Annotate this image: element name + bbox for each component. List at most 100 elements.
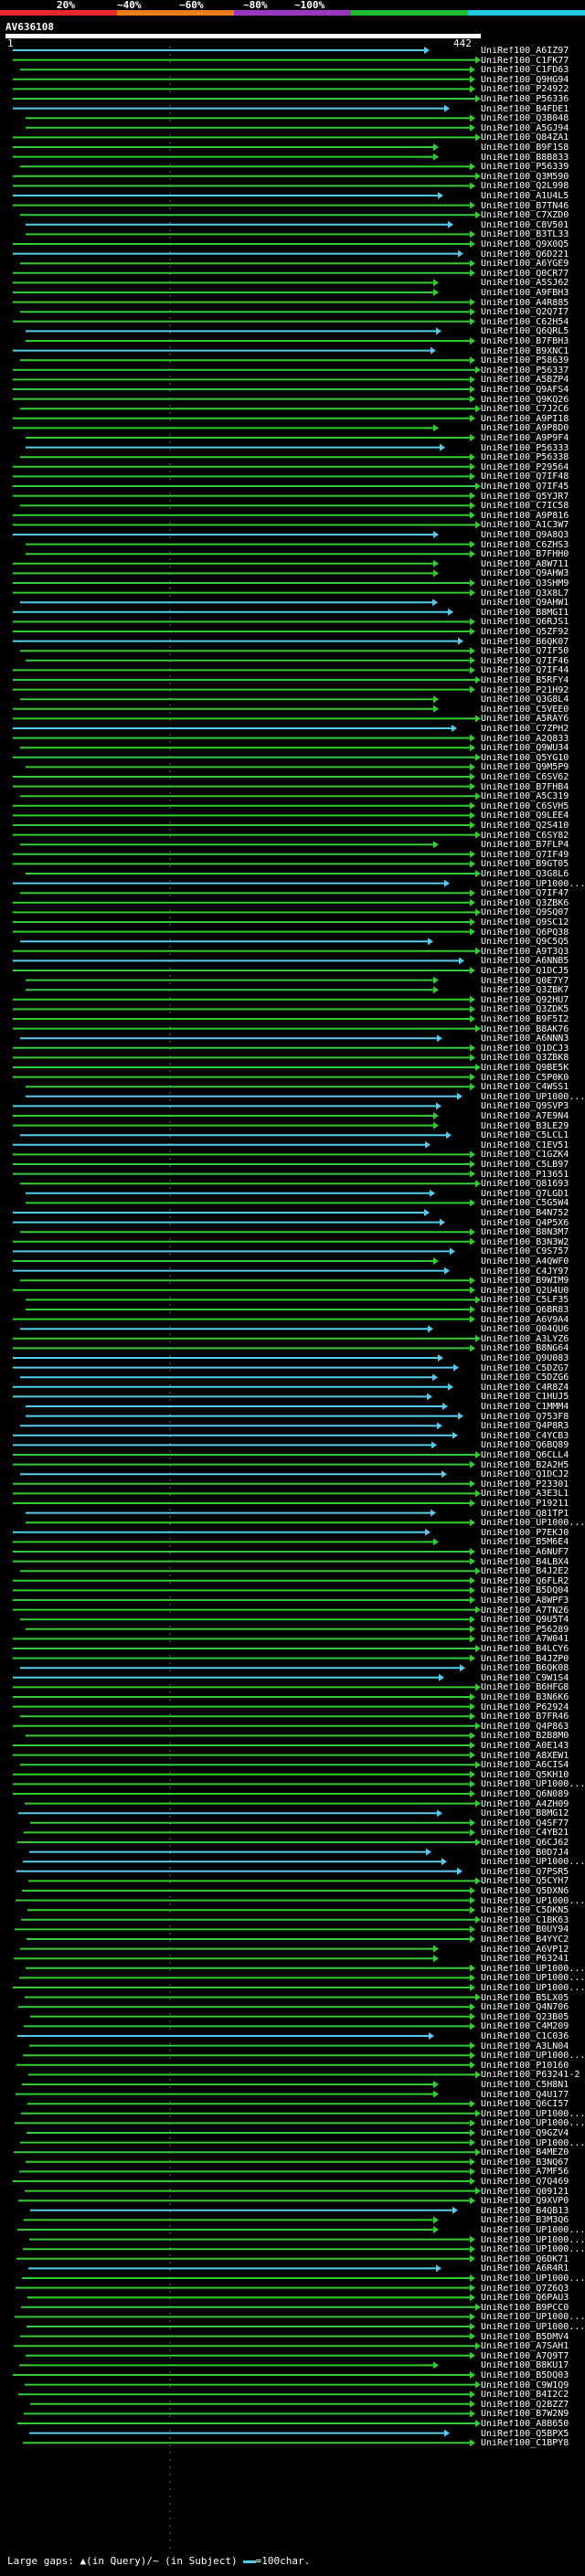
- hit-label[interactable]: UniRef100_B8MGI1: [481, 608, 569, 618]
- hit-label[interactable]: UniRef100_Q2BZZ7: [481, 2400, 569, 2410]
- hit-label[interactable]: UniRef100_C4JY97: [481, 1267, 569, 1277]
- hit-label[interactable]: UniRef100_Q7IF45: [481, 482, 569, 492]
- hit-label[interactable]: UniRef100_Q5YJR7: [481, 492, 569, 502]
- hit-label[interactable]: UniRef100_A6NNN3: [481, 1034, 569, 1044]
- hit-label[interactable]: UniRef100_P58639: [481, 356, 569, 366]
- hit-label[interactable]: UniRef100_Q6QRL5: [481, 327, 569, 337]
- hit-label[interactable]: UniRef100_P23301: [481, 1479, 569, 1489]
- hit-label[interactable]: UniRef100_A9P816: [481, 511, 569, 521]
- hit-label[interactable]: UniRef100_A7TN26: [481, 1606, 569, 1616]
- hit-label[interactable]: UniRef100_A6VP12: [481, 1945, 569, 1955]
- hit-label[interactable]: UniRef100_B9F1S8: [481, 143, 569, 153]
- hit-label[interactable]: UniRef100_C5VEE0: [481, 705, 569, 715]
- hit-label[interactable]: UniRef100_B6QK08: [481, 1664, 569, 1674]
- hit-label[interactable]: UniRef100_Q7IF44: [481, 666, 569, 676]
- hit-label[interactable]: UniRef100_B4FDE1: [481, 104, 569, 114]
- hit-label[interactable]: UniRef100_A4ZH09: [481, 1799, 569, 1809]
- hit-label[interactable]: UniRef100_B7FR46: [481, 1712, 569, 1723]
- hit-label[interactable]: UniRef100_Q9SC12: [481, 918, 569, 928]
- hit-label[interactable]: UniRef100_C5P0K0: [481, 1073, 569, 1083]
- hit-label[interactable]: UniRef100_P56333: [481, 443, 569, 453]
- hit-label[interactable]: UniRef100_P56336: [481, 95, 569, 104]
- hit-label[interactable]: UniRef100_Q0E7Y7: [481, 976, 569, 986]
- hit-label[interactable]: UniRef100_B8B833: [481, 153, 569, 163]
- hit-label[interactable]: UniRef100_C9S757: [481, 1247, 569, 1257]
- hit-label[interactable]: UniRef100_B4JZP0: [481, 1654, 569, 1664]
- hit-label[interactable]: UniRef100_A4R885: [481, 298, 569, 308]
- hit-label[interactable]: UniRef100_P10160: [481, 2061, 569, 2071]
- hit-label[interactable]: UniRef100_P21H92: [481, 685, 569, 695]
- hit-label[interactable]: UniRef100_Q5YG10: [481, 753, 569, 763]
- hit-label[interactable]: UniRef100_A5RAY6: [481, 715, 569, 725]
- hit-label[interactable]: UniRef100_A1C3W7: [481, 521, 569, 531]
- hit-label[interactable]: UniRef100_Q7IF46: [481, 656, 569, 666]
- hit-label[interactable]: UniRef100_Q9KQ26: [481, 395, 569, 405]
- hit-label[interactable]: UniRef100_B4I2C2: [481, 2390, 569, 2401]
- hit-label[interactable]: UniRef100_B3NQ67: [481, 2157, 569, 2168]
- hit-label[interactable]: UniRef100_UP1000...: [481, 2138, 583, 2148]
- hit-label[interactable]: UniRef100_A3E3L1: [481, 1489, 569, 1500]
- hit-label[interactable]: UniRef100_A9T3Q3: [481, 947, 569, 957]
- hit-label[interactable]: UniRef100_Q5KH10: [481, 1770, 569, 1780]
- hit-label[interactable]: UniRef100_Q9A8Q3: [481, 531, 569, 540]
- hit-label[interactable]: UniRef100_Q9SQ07: [481, 908, 569, 918]
- hit-label[interactable]: UniRef100_Q0CR77: [481, 269, 569, 279]
- hit-label[interactable]: UniRef100_B5LX05: [481, 1993, 569, 2003]
- hit-label[interactable]: UniRef100_Q3B048: [481, 114, 569, 124]
- hit-label[interactable]: UniRef100_P63241-2: [481, 2071, 580, 2081]
- hit-label[interactable]: UniRef100_B3N3W2: [481, 1237, 569, 1247]
- hit-label[interactable]: UniRef100_P63241: [481, 1955, 569, 1965]
- hit-label[interactable]: UniRef100_B9PCC0: [481, 2303, 569, 2313]
- hit-label[interactable]: UniRef100_A7Q9T7: [481, 2351, 569, 2361]
- hit-label[interactable]: UniRef100_Q6D221: [481, 249, 569, 260]
- hit-label[interactable]: UniRef100_C5LCL1: [481, 1131, 569, 1141]
- hit-label[interactable]: UniRef100_Q81TP1: [481, 1509, 569, 1519]
- hit-label[interactable]: UniRef100_UP1000...: [481, 2274, 583, 2284]
- hit-label[interactable]: UniRef100_Q3G8L6: [481, 870, 569, 879]
- hit-label[interactable]: UniRef100_UP1000...: [481, 1896, 583, 1906]
- hit-label[interactable]: UniRef100_A6V9A4: [481, 1315, 569, 1325]
- hit-label[interactable]: UniRef100_B8N3M7: [481, 1228, 569, 1238]
- hit-label[interactable]: UniRef100_Q9HG94: [481, 75, 569, 85]
- hit-label[interactable]: UniRef100_A9P8D0: [481, 424, 569, 434]
- hit-label[interactable]: UniRef100_A6YGE9: [481, 260, 569, 270]
- hit-label[interactable]: UniRef100_P56337: [481, 366, 569, 376]
- hit-label[interactable]: UniRef100_Q1DCJ3: [481, 1044, 569, 1054]
- hit-label[interactable]: UniRef100_C1HUJ5: [481, 1393, 569, 1403]
- hit-label[interactable]: UniRef100_Q7LGD1: [481, 1189, 569, 1199]
- hit-label[interactable]: UniRef100_Q9BE5K: [481, 1064, 569, 1073]
- hit-label[interactable]: UniRef100_P29564: [481, 462, 569, 472]
- hit-label[interactable]: UniRef100_Q09121: [481, 2187, 569, 2197]
- hit-label[interactable]: UniRef100_Q7PSR5: [481, 1867, 569, 1877]
- hit-label[interactable]: UniRef100_C9W1S4: [481, 1673, 569, 1683]
- hit-label[interactable]: UniRef100_Q2Q7I7: [481, 308, 569, 318]
- hit-label[interactable]: UniRef100_Q04QU6: [481, 1325, 569, 1335]
- hit-label[interactable]: UniRef100_Q3G8L4: [481, 695, 569, 705]
- hit-label[interactable]: UniRef100_A8W711: [481, 559, 569, 569]
- hit-label[interactable]: UniRef100_UP1000...: [481, 2109, 583, 2119]
- hit-label[interactable]: UniRef100_C4R8Z4: [481, 1383, 569, 1393]
- hit-label[interactable]: UniRef100_Q7IF47: [481, 889, 569, 899]
- hit-label[interactable]: UniRef100_C7XZD0: [481, 211, 569, 221]
- hit-label[interactable]: UniRef100_B4MEZ0: [481, 2148, 569, 2158]
- hit-label[interactable]: UniRef100_Q6DK71: [481, 2254, 569, 2264]
- hit-label[interactable]: UniRef100_UP1000...: [481, 1092, 583, 1102]
- hit-label[interactable]: UniRef100_C1FK77: [481, 56, 569, 66]
- hit-label[interactable]: UniRef100_P56338: [481, 453, 569, 463]
- hit-label[interactable]: UniRef100_B7FHH0: [481, 550, 569, 560]
- hit-label[interactable]: UniRef100_A6R4R1: [481, 2264, 569, 2274]
- hit-label[interactable]: UniRef100_Q4SF77: [481, 1818, 569, 1829]
- hit-label[interactable]: UniRef100_Q5ZF92: [481, 628, 569, 637]
- hit-label[interactable]: UniRef100_B9WIM9: [481, 1277, 569, 1287]
- hit-label[interactable]: UniRef100_UP1000...: [481, 2323, 583, 2332]
- hit-label[interactable]: UniRef100_B9F5I2: [481, 1015, 569, 1024]
- hit-label[interactable]: UniRef100_B5M6E4: [481, 1538, 569, 1548]
- hit-label[interactable]: UniRef100_C1FD63: [481, 66, 569, 76]
- hit-label[interactable]: UniRef100_A5BZP4: [481, 376, 569, 386]
- hit-label[interactable]: UniRef100_C1C036: [481, 2032, 569, 2041]
- hit-label[interactable]: UniRef100_C9W1Q9: [481, 2380, 569, 2390]
- hit-label[interactable]: UniRef100_Q9M5P9: [481, 763, 569, 773]
- hit-label[interactable]: UniRef100_Q4P8R3: [481, 1422, 569, 1432]
- hit-label[interactable]: UniRef100_B7TN46: [481, 201, 569, 211]
- hit-label[interactable]: UniRef100_Q4P863: [481, 1722, 569, 1732]
